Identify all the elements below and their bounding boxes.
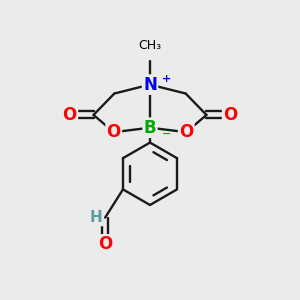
Text: −: − (162, 129, 171, 139)
Text: CH₃: CH₃ (138, 39, 162, 52)
Text: B: B (144, 119, 156, 137)
Text: N: N (143, 76, 157, 94)
Text: O: O (179, 123, 194, 141)
Text: O: O (106, 123, 121, 141)
Text: O: O (63, 106, 77, 124)
Text: H: H (90, 210, 103, 225)
Text: O: O (98, 236, 112, 253)
Text: O: O (223, 106, 237, 124)
Text: +: + (162, 74, 171, 84)
